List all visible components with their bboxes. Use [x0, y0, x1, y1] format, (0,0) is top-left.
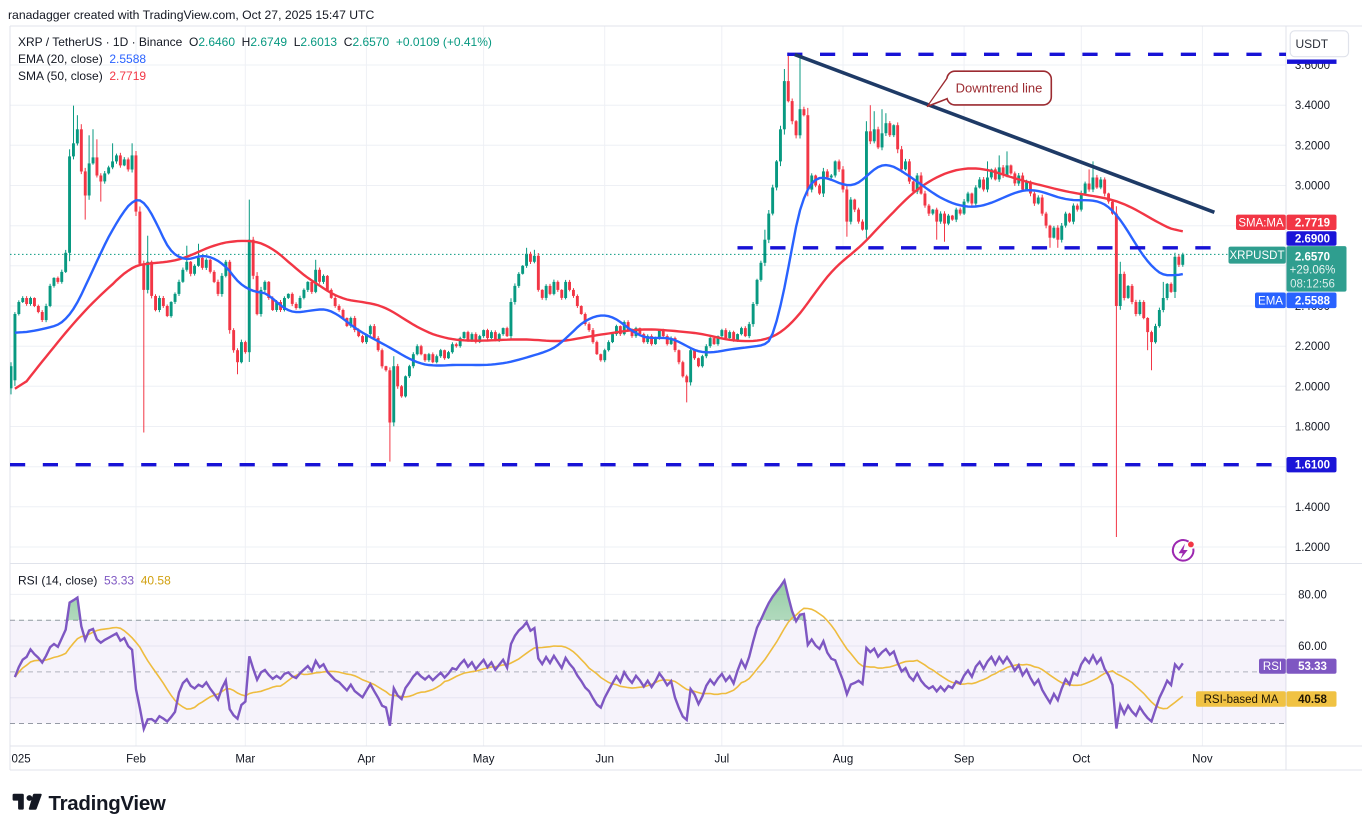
- svg-text:TradingView: TradingView: [49, 792, 166, 815]
- svg-text:SMA (50, close) 2.7719: SMA (50, close) 2.7719: [18, 69, 146, 83]
- svg-text:1.4000: 1.4000: [1295, 502, 1330, 514]
- svg-text:XRPUSDT: XRPUSDT: [1230, 250, 1285, 262]
- svg-text:Nov: Nov: [1192, 754, 1213, 766]
- svg-text:XRP / TetherUS · 1D · Binance: XRP / TetherUS · 1D · Binance O2.6460 H2…: [18, 35, 492, 49]
- svg-text:53.33: 53.33: [1298, 661, 1327, 673]
- svg-text:2.5588: 2.5588: [1295, 295, 1331, 307]
- svg-text:1.8000: 1.8000: [1295, 422, 1330, 434]
- svg-text:Downtrend line: Downtrend line: [956, 81, 1043, 96]
- svg-text:2.6570: 2.6570: [1295, 252, 1330, 264]
- svg-text:Aug: Aug: [833, 754, 853, 766]
- svg-text:RSI (14, close) 53.33 40.58: RSI (14, close) 53.33 40.58: [18, 574, 171, 588]
- svg-text:1.6100: 1.6100: [1295, 460, 1330, 472]
- svg-text:3.2000: 3.2000: [1295, 140, 1330, 152]
- svg-text:RSI-based MA: RSI-based MA: [1204, 694, 1279, 706]
- svg-text:Sep: Sep: [954, 754, 974, 766]
- svg-text:025: 025: [12, 754, 31, 766]
- svg-text:1.2000: 1.2000: [1295, 542, 1330, 554]
- svg-text:60.00: 60.00: [1298, 641, 1327, 653]
- svg-text:Jul: Jul: [714, 754, 729, 766]
- svg-text:80.00: 80.00: [1298, 589, 1327, 601]
- svg-text:2.2000: 2.2000: [1295, 341, 1330, 353]
- svg-text:RSI: RSI: [1263, 661, 1282, 673]
- svg-text:40.58: 40.58: [1298, 694, 1327, 706]
- svg-text:EMA: EMA: [1258, 295, 1283, 307]
- svg-text:2.7719: 2.7719: [1295, 217, 1330, 229]
- svg-text:SMA:MA: SMA:MA: [1238, 217, 1284, 229]
- svg-text:+29.06%: +29.06%: [1290, 265, 1336, 277]
- svg-text:Feb: Feb: [126, 754, 146, 766]
- svg-text:Oct: Oct: [1072, 754, 1091, 766]
- svg-text:08:12:56: 08:12:56: [1290, 278, 1335, 290]
- svg-text:Apr: Apr: [357, 754, 375, 766]
- svg-text:EMA (20, close) 2.5588: EMA (20, close) 2.5588: [18, 52, 146, 66]
- svg-text:3.4000: 3.4000: [1295, 100, 1330, 112]
- svg-text:3.0000: 3.0000: [1295, 181, 1330, 193]
- svg-text:May: May: [473, 754, 495, 766]
- svg-text:2.6900: 2.6900: [1295, 234, 1330, 246]
- svg-text:Mar: Mar: [235, 754, 255, 766]
- svg-text:ranadagger created with Tradin: ranadagger created with TradingView.com,…: [8, 8, 374, 22]
- svg-text:2.0000: 2.0000: [1295, 381, 1330, 393]
- svg-text:Jun: Jun: [595, 754, 614, 766]
- svg-text:USDT: USDT: [1295, 37, 1328, 51]
